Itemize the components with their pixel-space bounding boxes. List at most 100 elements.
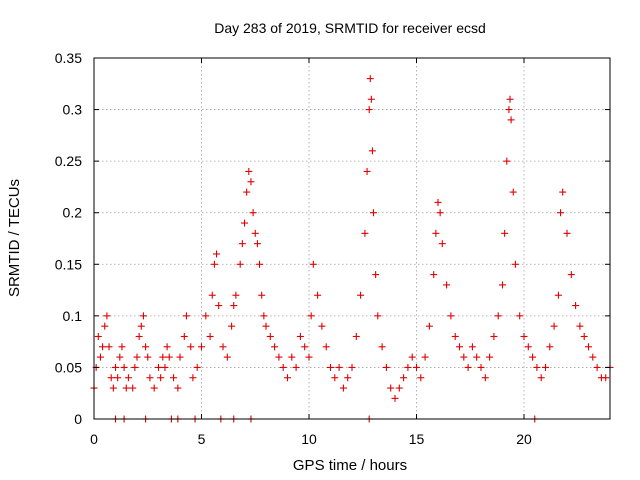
data-point [101, 322, 109, 330]
data-point [284, 374, 291, 382]
data-point [391, 394, 399, 402]
data-point [245, 167, 253, 175]
data-point [322, 343, 330, 351]
y-tick-label: 0.3 [63, 102, 83, 118]
data-point [494, 312, 502, 320]
y-axis-label: SRMTID / TECUs [6, 179, 23, 297]
data-point [318, 322, 326, 330]
data-point [395, 384, 403, 392]
data-point [193, 363, 201, 371]
x-tick-labels: 0 5 10 15 20 [90, 431, 532, 447]
data-point [372, 271, 380, 279]
data-point [537, 374, 545, 382]
data-point [135, 332, 143, 340]
data-point [213, 250, 221, 258]
data-point [486, 353, 494, 361]
data-points [90, 75, 614, 423]
data-point [202, 312, 210, 320]
data-point [490, 332, 498, 340]
data-point [481, 374, 489, 382]
data-point [150, 384, 158, 392]
data-point [524, 343, 532, 351]
data-point [464, 363, 472, 371]
data-point [559, 188, 567, 196]
data-point [137, 322, 145, 330]
data-point [146, 374, 154, 382]
data-point [122, 384, 130, 392]
data-point [438, 240, 446, 248]
data-point [533, 363, 541, 371]
data-point [408, 353, 416, 361]
data-point [187, 343, 195, 351]
data-point [251, 229, 259, 237]
data-point [206, 332, 214, 340]
data-point [363, 167, 371, 175]
data-point [520, 332, 528, 340]
data-point [305, 353, 313, 361]
data-point [99, 343, 107, 351]
data-point [348, 363, 356, 371]
data-point [258, 291, 266, 299]
data-point [585, 343, 592, 351]
data-point [554, 291, 562, 299]
data-point [262, 322, 270, 330]
y-tick-labels: 0 0.05 0.1 0.15 0.2 0.25 0.3 0.35 [55, 50, 82, 427]
data-point [163, 343, 171, 351]
data-point [387, 384, 395, 392]
data-point [505, 106, 513, 114]
data-point [198, 343, 205, 351]
data-point [249, 209, 257, 217]
data-point [576, 322, 584, 330]
data-point [593, 363, 601, 371]
data-point [228, 322, 236, 330]
data-point [180, 332, 188, 340]
data-point [546, 343, 554, 351]
data-point [460, 353, 468, 361]
data-point [331, 374, 339, 382]
x-tick-label: 10 [301, 431, 317, 447]
data-point [260, 312, 268, 320]
data-point [144, 353, 152, 361]
data-point [443, 281, 451, 289]
data-point [378, 343, 386, 351]
data-point [208, 291, 216, 299]
y-tick-label: 0 [74, 411, 82, 427]
data-point [279, 363, 287, 371]
data-point [120, 363, 128, 371]
data-point [400, 374, 408, 382]
data-point [210, 260, 218, 268]
plot-frame [93, 57, 611, 420]
data-point [223, 353, 231, 361]
data-point [602, 374, 610, 382]
data-point [256, 260, 264, 268]
data-point [580, 332, 588, 340]
data-point [253, 240, 261, 248]
data-point [124, 374, 132, 382]
data-point [129, 384, 137, 392]
data-point [103, 312, 111, 320]
data-point [468, 343, 476, 351]
y-tick-label: 0.25 [55, 153, 82, 169]
data-point [361, 229, 369, 237]
data-point [335, 363, 343, 371]
data-point [370, 209, 377, 217]
data-point [309, 260, 317, 268]
y-tick-label: 0.2 [63, 205, 83, 221]
data-point [589, 353, 597, 361]
data-point [477, 363, 485, 371]
data-point [94, 332, 102, 340]
data-point [563, 229, 571, 237]
data-point [507, 116, 515, 124]
data-point [327, 363, 334, 371]
data-point [366, 75, 374, 83]
data-point [219, 343, 227, 351]
data-point [542, 363, 549, 371]
data-point [357, 291, 365, 299]
data-point [352, 332, 360, 340]
data-point [404, 363, 412, 371]
data-point [374, 312, 382, 320]
data-point [157, 374, 165, 382]
data-point [509, 188, 517, 196]
data-point [112, 363, 119, 371]
